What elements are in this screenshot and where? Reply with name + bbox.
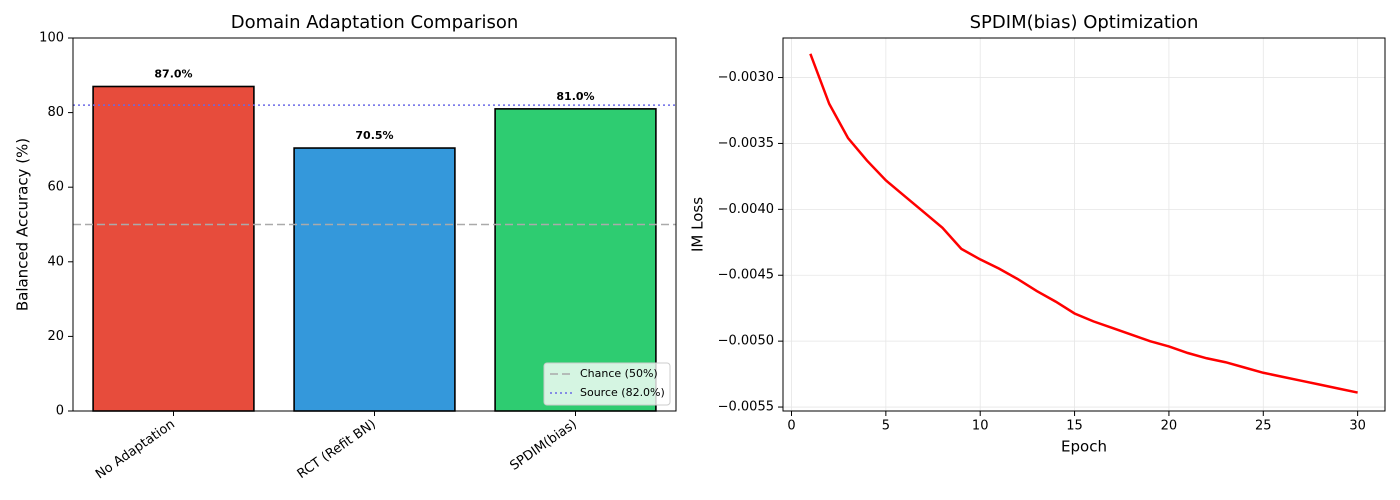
chart-title: Domain Adaptation Comparison — [231, 12, 519, 33]
chart-title: SPDIM(bias) Optimization — [970, 12, 1199, 33]
axes-frame — [72, 37, 677, 412]
x-tick-label: 5 — [882, 419, 890, 434]
x-tick-label: 10 — [972, 419, 989, 434]
x-tick-label: 25 — [1255, 419, 1272, 434]
x-tick-label: SPDIM(bias) — [507, 417, 579, 474]
x-tick-label: 20 — [1161, 419, 1178, 434]
y-axis-label: IM Loss — [689, 197, 707, 252]
y-tick-label: 100 — [39, 31, 64, 46]
x-tick-label: 15 — [1066, 419, 1083, 434]
x-axis-label: Epoch — [1061, 438, 1107, 456]
y-tick-label: −0.0030 — [718, 70, 774, 85]
bar — [293, 147, 456, 412]
value-label: 81.0% — [556, 90, 594, 103]
y-tick-label: 0 — [56, 404, 64, 419]
line-series — [809, 53, 1358, 394]
y-tick-label: −0.0050 — [718, 334, 774, 349]
x-tick-label: 30 — [1349, 419, 1366, 434]
y-tick-label: −0.0040 — [718, 202, 774, 217]
y-tick-label: −0.0035 — [718, 136, 774, 151]
bar — [92, 85, 255, 412]
y-tick-label: 80 — [47, 105, 64, 120]
x-tick-label: RCT (Refit BN) — [295, 417, 379, 482]
bar — [494, 108, 657, 412]
y-tick-label: 20 — [47, 329, 64, 344]
legend-label: Chance (50%) — [580, 367, 658, 380]
value-label: 70.5% — [355, 129, 393, 142]
legend-box — [543, 362, 671, 406]
y-tick-label: 40 — [47, 254, 64, 269]
y-axis-label: Balanced Accuracy (%) — [14, 138, 32, 311]
y-tick-label: 60 — [47, 180, 64, 195]
axes-frame — [782, 37, 1386, 412]
y-tick-label: −0.0055 — [718, 400, 774, 415]
legend-label: Source (82.0%) — [580, 386, 665, 399]
value-label: 87.0% — [154, 67, 192, 80]
y-tick-label: −0.0045 — [718, 268, 774, 283]
x-tick-label: 0 — [787, 419, 795, 434]
x-tick-label: No Adaptation — [93, 417, 178, 483]
